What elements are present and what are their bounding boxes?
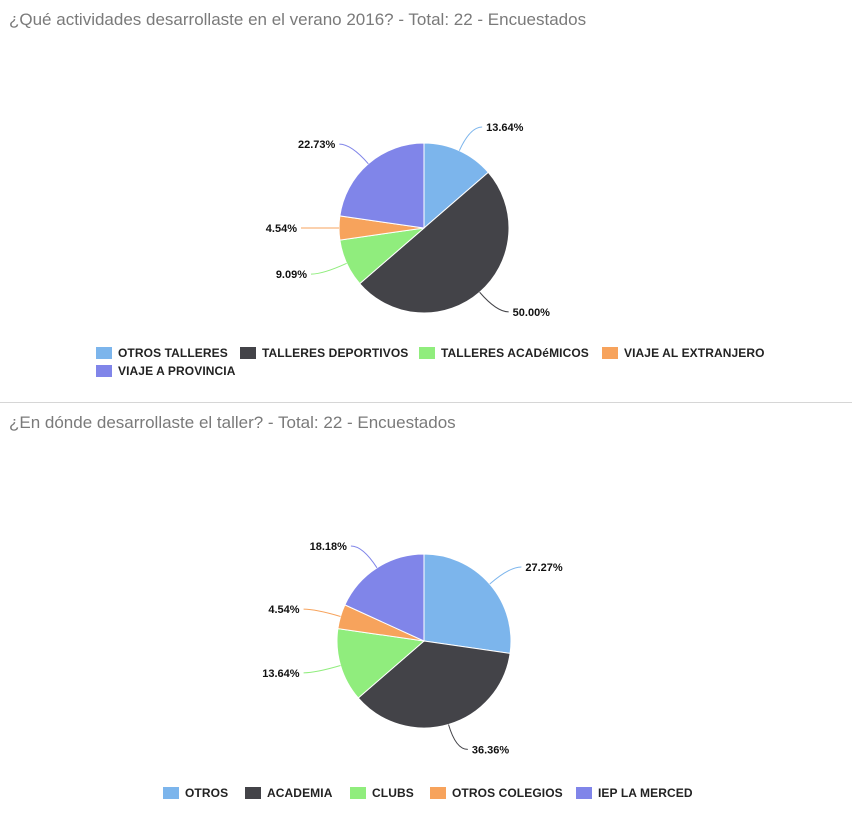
legend-swatch xyxy=(163,787,179,799)
label-connector xyxy=(303,665,341,674)
pie-slice[interactable] xyxy=(339,142,425,229)
pie-chart-activities: 13.64% 50.00% 9.09% 4.54% 22.73% xyxy=(266,122,551,319)
legend-swatch xyxy=(602,347,618,359)
legend-label: TALLERES ACADéMICOS xyxy=(441,346,589,360)
label-connector xyxy=(311,262,347,275)
pie-slice[interactable] xyxy=(423,142,489,230)
legend-item[interactable]: OTROS xyxy=(163,786,228,800)
legend-label: VIAJE AL EXTRANJERO xyxy=(624,346,765,360)
legend-item[interactable]: VIAJE AL EXTRANJERO xyxy=(602,346,765,360)
legend-item[interactable]: TALLERES DEPORTIVOS xyxy=(240,346,408,360)
data-label: 9.09% xyxy=(276,269,307,281)
legend-swatch xyxy=(245,787,261,799)
pie-slice[interactable] xyxy=(359,171,510,314)
legend-label: ACADEMIA xyxy=(267,786,333,800)
label-connector xyxy=(479,291,509,313)
chart-panel-location: ¿En dónde desarrollaste el taller? - Tot… xyxy=(0,403,852,815)
label-connector xyxy=(458,126,483,151)
legend-swatch xyxy=(350,787,366,799)
label-connector xyxy=(339,143,369,165)
legend-item[interactable]: TALLERES ACADéMICOS xyxy=(419,346,589,360)
legend-item[interactable]: CLUBS xyxy=(350,786,414,800)
label-connector xyxy=(448,724,468,750)
data-label: 50.00% xyxy=(513,307,551,319)
legend-item[interactable]: VIAJE A PROVINCIA xyxy=(96,364,236,378)
legend-swatch xyxy=(576,787,592,799)
data-label: 13.64% xyxy=(262,668,300,680)
legend-label: OTROS TALLERES xyxy=(118,346,228,360)
data-label: 36.36% xyxy=(472,744,510,756)
legend-label: OTROS COLEGIOS xyxy=(452,786,563,800)
data-label: 22.73% xyxy=(298,139,336,151)
label-connector xyxy=(489,566,522,585)
legend-label: VIAJE A PROVINCIA xyxy=(118,364,236,378)
chart-title: ¿En dónde desarrollaste el taller? - Tot… xyxy=(9,413,456,432)
data-label: 4.54% xyxy=(268,604,299,616)
legend-swatch xyxy=(430,787,446,799)
data-label: 18.18% xyxy=(310,541,348,553)
legend-item[interactable]: IEP LA MERCED xyxy=(576,786,693,800)
legend-label: TALLERES DEPORTIVOS xyxy=(262,346,409,360)
label-connector xyxy=(350,545,378,569)
section-divider xyxy=(0,402,852,403)
legend-item[interactable]: ACADEMIA xyxy=(245,786,332,800)
label-connector xyxy=(303,608,341,617)
pie-slice[interactable] xyxy=(344,553,425,642)
data-label: 13.64% xyxy=(486,122,524,134)
chart-title: ¿Qué actividades desarrollaste en el ver… xyxy=(9,10,587,29)
legend-label: OTROS xyxy=(185,786,229,800)
pie-slice[interactable] xyxy=(423,553,512,654)
legend-item[interactable]: OTROS COLEGIOS xyxy=(430,786,563,800)
legend-swatch xyxy=(96,347,112,359)
legend-label: CLUBS xyxy=(372,786,414,800)
data-label: 27.27% xyxy=(525,562,563,574)
pie-slice[interactable] xyxy=(357,640,511,729)
legend-swatch xyxy=(419,347,435,359)
legend-swatch xyxy=(240,347,256,359)
data-label: 4.54% xyxy=(266,223,297,235)
chart-panel-activities: ¿Qué actividades desarrollaste en el ver… xyxy=(0,0,852,402)
legend-label: IEP LA MERCED xyxy=(598,786,693,800)
legend-item[interactable]: OTROS TALLERES xyxy=(96,346,228,360)
pie-chart-location: 27.27% 36.36% 13.64% 4.54% 18.18% xyxy=(262,541,563,756)
legend-swatch xyxy=(96,365,112,377)
